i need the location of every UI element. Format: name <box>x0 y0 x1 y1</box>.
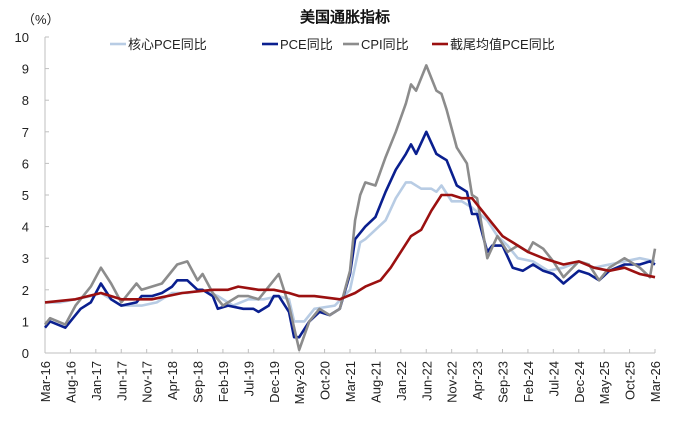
chart-title: 美国通胀指标 <box>300 8 390 26</box>
x-tick-label: Dec-24 <box>572 361 587 403</box>
series-lines <box>43 64 657 352</box>
x-tick-label: Oct-20 <box>318 361 333 400</box>
legend-label: CPI同比 <box>361 37 409 52</box>
x-tick-label: Sep-18 <box>191 361 206 403</box>
x-tick-label: Feb-19 <box>216 361 231 402</box>
x-tick-label: Jun-22 <box>419 361 434 401</box>
x-tick-label: Jun-17 <box>114 361 129 401</box>
axes: 0 1 2 3 4 5 6 7 8 9 10 Mar-16 Aug-16 Jan-17 Jun-17 Nov-… <box>15 30 663 404</box>
legend: 核心PCE同比 PCE同比 CPI同比 截尾均值PCE同比 <box>110 37 555 52</box>
x-tick-label: Mar-21 <box>343 361 358 402</box>
x-tick-label: Feb-24 <box>521 361 536 402</box>
x-tick-label: Apr-18 <box>165 361 180 400</box>
legend-label: 截尾均值PCE同比 <box>450 37 555 52</box>
x-tick-label: Jul-24 <box>546 361 561 396</box>
x-tick-label: May-25 <box>597 361 612 404</box>
x-tick-label: Jan-17 <box>89 361 104 401</box>
x-tick-label: Mar-26 <box>648 361 663 402</box>
x-tick-label: Dec-19 <box>267 361 282 403</box>
y-tick-label: 5 <box>22 188 29 203</box>
legend-label: PCE同比 <box>280 37 333 52</box>
y-tick-label: 10 <box>15 30 29 45</box>
y-tick-label: 8 <box>22 93 29 108</box>
x-tick-label: Aug-16 <box>63 361 78 403</box>
x-tick-label: Apr-23 <box>470 361 485 400</box>
y-tick-label: 9 <box>22 62 29 77</box>
y-tick-label: 7 <box>22 125 29 140</box>
y-tick-label: 3 <box>22 251 29 266</box>
x-tick-label: Mar-16 <box>38 361 53 402</box>
y-axis-unit: （%） <box>22 12 60 27</box>
x-tick-label: Nov-17 <box>140 361 155 403</box>
y-tick-label: 4 <box>22 220 29 235</box>
x-tick-label: Oct-25 <box>623 361 638 400</box>
x-tick-label: May-20 <box>292 361 307 404</box>
y-tick-label: 0 <box>22 346 29 361</box>
x-tick-label: Sep-23 <box>496 361 511 403</box>
x-tick-label: Jul-19 <box>241 361 256 396</box>
x-tick-label: Jan-22 <box>394 361 409 401</box>
x-tick-label: Aug-21 <box>368 361 383 403</box>
y-tick-label: 1 <box>22 314 29 329</box>
x-tick-label: Nov-22 <box>445 361 460 403</box>
series-line-2 <box>43 64 657 352</box>
y-tick-label: 6 <box>22 156 29 171</box>
y-tick-label: 2 <box>22 283 29 298</box>
series-line-3 <box>44 193 656 304</box>
legend-label: 核心PCE同比 <box>128 37 207 52</box>
